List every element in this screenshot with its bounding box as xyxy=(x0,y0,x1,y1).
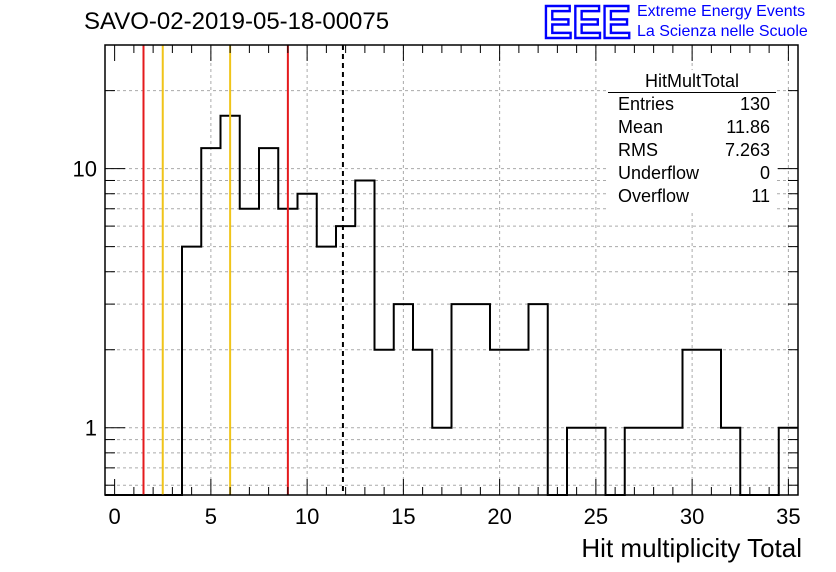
plot-frame xyxy=(104,44,799,496)
logo-mark: EEE xyxy=(543,1,631,41)
stats-key: Overflow xyxy=(618,186,690,206)
x-tick-label: 20 xyxy=(487,504,511,529)
stats-row-entries: Entries 130 xyxy=(608,93,776,116)
y-tick-label: 1 xyxy=(85,416,97,441)
x-tick-label: 15 xyxy=(391,504,415,529)
x-axis-label: Hit multiplicity Total xyxy=(581,533,802,563)
stats-value: 130 xyxy=(739,94,770,114)
stats-key: RMS xyxy=(618,140,658,160)
stats-box-title: HitMultTotal xyxy=(608,70,776,93)
logo-line-2: La Scienza nelle Scuole xyxy=(637,23,808,40)
chart-title: SAVO-02-2019-05-18-00075 xyxy=(84,8,390,35)
x-tick-label: 25 xyxy=(584,504,608,529)
x-tick-label: 35 xyxy=(776,504,800,529)
histogram-line xyxy=(105,114,798,496)
stats-row-rms: RMS 7.263 xyxy=(608,139,776,162)
stats-value: 7.263 xyxy=(724,140,770,160)
stats-key: Underflow xyxy=(618,163,700,183)
stats-row-overflow: Overflow 11 xyxy=(608,185,776,208)
y-tick-label: 10 xyxy=(73,157,97,182)
x-tick-label: 30 xyxy=(680,504,704,529)
stats-value: 0 xyxy=(759,163,770,183)
eee-logo: EEE xyxy=(543,1,632,41)
stats-value: 11.86 xyxy=(726,117,770,137)
x-tick-label: 10 xyxy=(295,504,319,529)
x-tick-label: 0 xyxy=(109,504,121,529)
stats-key: Mean xyxy=(618,117,664,137)
stats-box: HitMultTotal Entries 130 Mean 11.86 RMS … xyxy=(608,70,776,210)
logo-line-1: Extreme Energy Events xyxy=(637,3,806,20)
stats-value: 11 xyxy=(751,186,770,206)
stats-row-underflow: Underflow 0 xyxy=(608,162,776,185)
x-tick-label: 5 xyxy=(205,504,217,529)
stats-row-mean: Mean 11.86 xyxy=(608,116,776,139)
stats-key: Entries xyxy=(618,94,675,114)
